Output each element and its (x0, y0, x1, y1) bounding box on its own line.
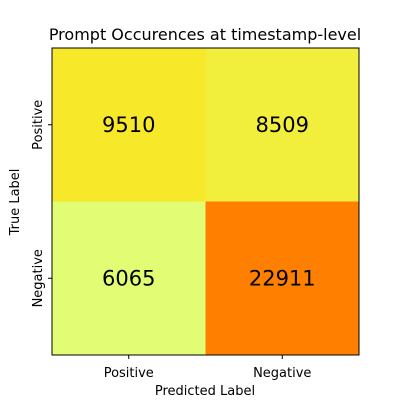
heatmap-cell-1-0 (52, 201, 206, 355)
heatmap-cell-1-1 (205, 201, 359, 355)
y-axis-label: True Label (8, 169, 23, 237)
y-axis-ticks: Positive Negative (31, 100, 52, 307)
cell-value-label-0-1: 8509 (256, 113, 309, 137)
x-tick-label-1: Negative (253, 366, 311, 381)
y-tick-label-0: Positive (31, 100, 46, 150)
cell-value-label-0-0: 9510 (102, 113, 155, 137)
x-axis-ticks: Positive Negative (104, 355, 311, 381)
y-tick-label-1: Negative (31, 249, 46, 307)
heatmap-cell-0-0 (52, 48, 206, 202)
heatmap-cells: 9510 8509 6065 22911 (52, 48, 359, 355)
cell-value-label-1-0: 6065 (102, 266, 155, 290)
plot-frame (51, 47, 360, 356)
x-tick-label-0: Positive (104, 366, 154, 381)
chart-title: Prompt Occurences at timestamp-level (49, 25, 361, 44)
cell-value-label-1-1: 22911 (249, 266, 316, 290)
heatmap-cell-0-1 (205, 48, 359, 202)
x-axis-label: Predicted Label (155, 384, 255, 399)
